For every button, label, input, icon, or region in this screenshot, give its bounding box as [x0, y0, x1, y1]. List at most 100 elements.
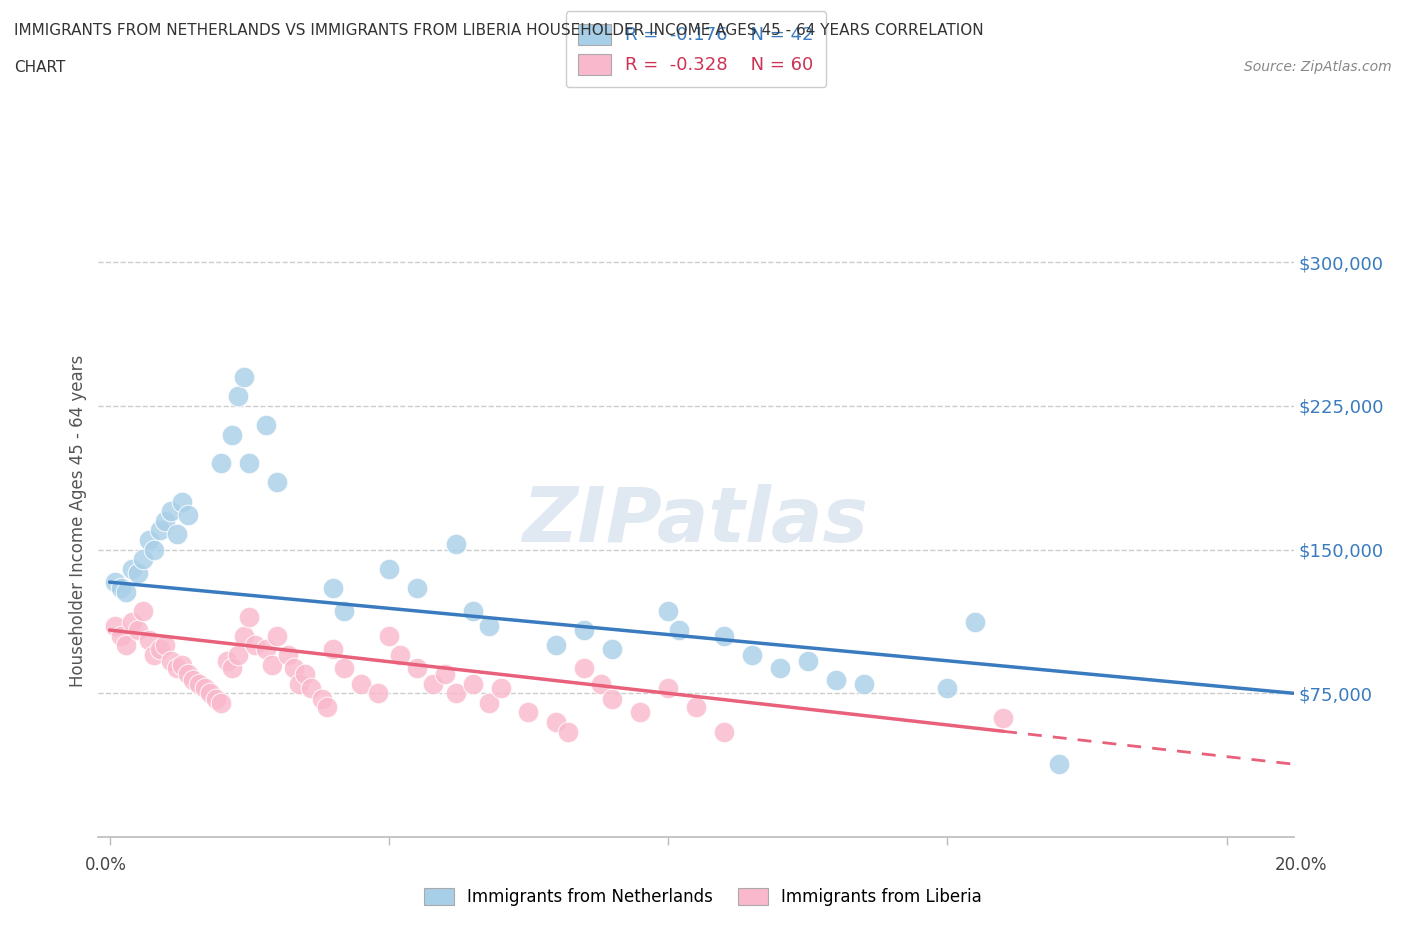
Point: [254, 642, 277, 657]
Text: IMMIGRANTS FROM NETHERLANDS VS IMMIGRANTS FROM LIBERIA HOUSEHOLDER INCOME AGES 4: IMMIGRANTS FROM NETHERLANDS VS IMMIGRANT…: [14, 23, 984, 38]
Legend: Immigrants from Netherlands, Immigrants from Liberia: Immigrants from Netherlands, Immigrants …: [418, 881, 988, 912]
Point: [546, 638, 568, 653]
Point: [489, 680, 512, 695]
Point: [221, 661, 243, 676]
Point: [378, 629, 401, 644]
Point: [311, 692, 333, 707]
Point: [444, 685, 467, 700]
Point: [668, 622, 690, 637]
Point: [657, 604, 679, 618]
Point: [232, 369, 254, 384]
Point: [104, 618, 127, 633]
Point: [478, 696, 501, 711]
Point: [198, 685, 221, 700]
Point: [824, 672, 846, 687]
Point: [254, 418, 277, 432]
Point: [574, 661, 596, 676]
Point: [333, 604, 356, 618]
Point: [388, 647, 411, 662]
Point: [238, 456, 260, 471]
Point: [283, 661, 305, 676]
Point: [422, 676, 444, 691]
Text: CHART: CHART: [14, 60, 66, 75]
Point: [769, 661, 792, 676]
Point: [350, 676, 373, 691]
Point: [221, 427, 243, 442]
Point: [589, 676, 612, 691]
Point: [405, 661, 427, 676]
Point: [299, 680, 322, 695]
Point: [405, 580, 427, 595]
Point: [517, 705, 540, 720]
Point: [209, 456, 232, 471]
Point: [713, 724, 735, 739]
Text: Source: ZipAtlas.com: Source: ZipAtlas.com: [1244, 60, 1392, 74]
Point: [294, 667, 316, 682]
Point: [378, 562, 401, 577]
Point: [478, 618, 501, 633]
Point: [243, 638, 266, 653]
Point: [160, 653, 183, 668]
Point: [444, 537, 467, 551]
Text: 20.0%: 20.0%: [1274, 856, 1327, 873]
Point: [574, 622, 596, 637]
Point: [852, 676, 875, 691]
Point: [172, 658, 194, 672]
Point: [121, 615, 143, 630]
Point: [127, 622, 149, 637]
Point: [155, 638, 177, 653]
Point: [557, 724, 579, 739]
Point: [628, 705, 651, 720]
Point: [104, 575, 127, 590]
Point: [160, 504, 183, 519]
Point: [226, 389, 249, 404]
Point: [238, 609, 260, 624]
Point: [936, 680, 959, 695]
Point: [138, 533, 160, 548]
Point: [316, 699, 339, 714]
Point: [965, 615, 987, 630]
Point: [266, 629, 288, 644]
Point: [796, 653, 818, 668]
Point: [183, 672, 205, 687]
Point: [204, 692, 226, 707]
Point: [260, 658, 283, 672]
Point: [149, 642, 172, 657]
Point: [546, 714, 568, 729]
Point: [209, 696, 232, 711]
Point: [322, 642, 344, 657]
Point: [266, 475, 288, 490]
Point: [367, 685, 389, 700]
Text: 0.0%: 0.0%: [84, 856, 127, 873]
Y-axis label: Householder Income Ages 45 - 64 years: Householder Income Ages 45 - 64 years: [69, 354, 87, 687]
Point: [155, 513, 177, 528]
Point: [127, 565, 149, 580]
Point: [115, 584, 138, 599]
Point: [713, 629, 735, 644]
Point: [132, 551, 155, 566]
Point: [110, 580, 132, 595]
Point: [277, 647, 299, 662]
Point: [741, 647, 763, 662]
Point: [600, 642, 623, 657]
Point: [187, 676, 209, 691]
Point: [177, 508, 200, 523]
Point: [232, 629, 254, 644]
Legend: R =  -0.176    N = 42, R =  -0.328    N = 60: R = -0.176 N = 42, R = -0.328 N = 60: [565, 11, 827, 87]
Point: [149, 523, 172, 538]
Text: ZIPatlas: ZIPatlas: [523, 484, 869, 558]
Point: [226, 647, 249, 662]
Point: [433, 667, 456, 682]
Point: [685, 699, 707, 714]
Point: [322, 580, 344, 595]
Point: [215, 653, 238, 668]
Point: [288, 676, 311, 691]
Point: [143, 542, 166, 557]
Point: [115, 638, 138, 653]
Point: [172, 494, 194, 509]
Point: [138, 632, 160, 647]
Point: [1047, 757, 1070, 772]
Point: [461, 676, 484, 691]
Point: [121, 562, 143, 577]
Point: [143, 647, 166, 662]
